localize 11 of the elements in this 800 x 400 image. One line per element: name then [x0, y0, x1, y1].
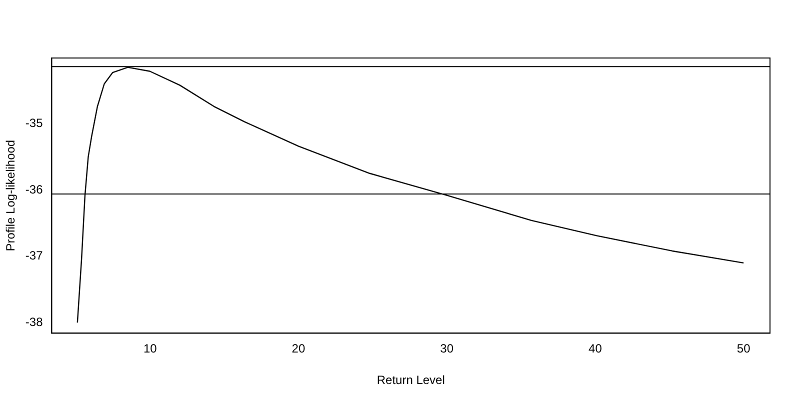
x-axis-title: Return Level — [376, 373, 445, 388]
y-axis-title: Profile Log-likelihood — [4, 140, 18, 252]
x-tick-label: 30 — [440, 342, 454, 356]
x-tick-label: 10 — [143, 342, 158, 356]
y-tick-label: -38 — [25, 314, 44, 329]
y-tick-label: -36 — [25, 182, 44, 196]
x-tick-label: 40 — [588, 342, 602, 356]
x-tick-label: 50 — [736, 342, 751, 356]
x-tick-label: 20 — [292, 342, 306, 356]
y-tick-label: -37 — [25, 248, 44, 263]
y-tick-label: -35 — [25, 116, 44, 130]
